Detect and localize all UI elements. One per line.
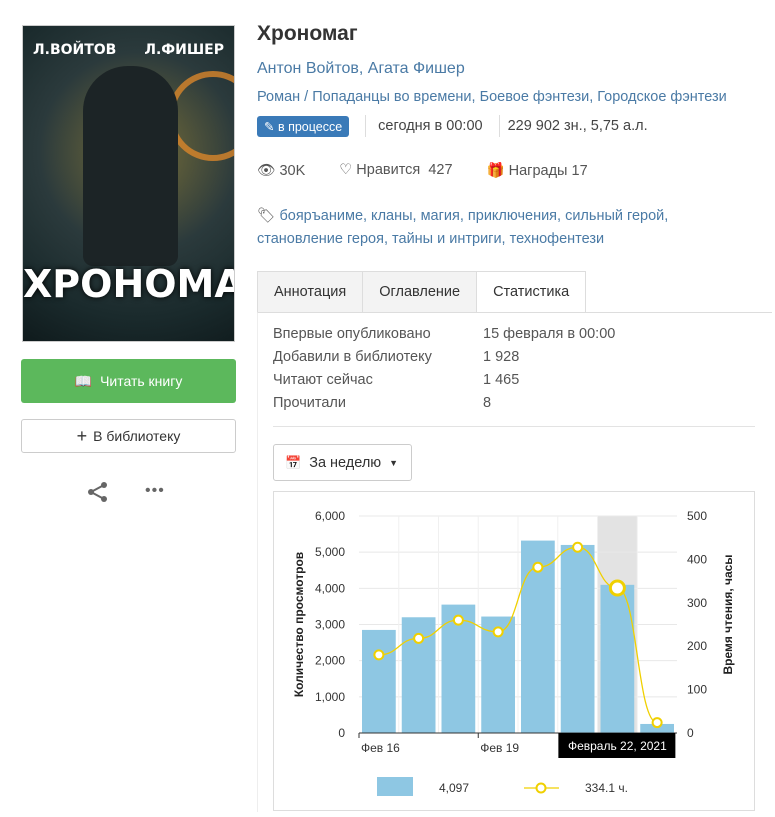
stat-label: Прочитали — [273, 395, 346, 411]
cover-title: ХРОНОМАГ — [23, 262, 234, 306]
y-tick-label: 6,000 — [315, 509, 345, 523]
stat-row: Читают сейчас 1 465 — [273, 372, 519, 388]
y-tick-label: 1,000 — [315, 690, 345, 704]
updated-time: сегодня в 00:00 — [378, 118, 483, 134]
tag-icon: 🏷 — [257, 208, 276, 224]
book-stats: 👁 30K ♡ Нравится 427 🎁 Награды 17 — [257, 162, 588, 179]
heart-icon: ♡ — [339, 162, 353, 178]
legend-bar-swatch — [377, 777, 413, 796]
views-stat: 👁 30K — [257, 162, 305, 179]
tooltip-text: Февраль 22, 2021 — [568, 739, 667, 753]
divider — [365, 115, 367, 137]
book-icon: 📖 — [74, 372, 93, 389]
bar — [441, 604, 476, 733]
y2-tick-label: 400 — [687, 552, 707, 566]
y-tick-label: 3,000 — [315, 618, 345, 632]
tooltip — [558, 733, 676, 758]
book-meta: ✎ в процессе сегодня в 00:00 229 902 зн.… — [257, 115, 648, 137]
stat-value: 8 — [483, 395, 492, 411]
line-point — [572, 541, 584, 553]
bar — [362, 629, 396, 733]
views-count: 30K — [279, 163, 306, 179]
add-to-library-button[interactable]: + В библиотеку — [21, 419, 236, 453]
divider — [498, 115, 500, 137]
share-icon[interactable] — [86, 481, 110, 509]
book-size: 229 902 зн., 5,75 а.л. — [507, 118, 648, 134]
tab-statistics[interactable]: Статистика — [476, 271, 587, 313]
line-point — [413, 632, 425, 644]
legend-line-value: 334.1 ч. — [585, 781, 628, 795]
eye-icon: 👁 — [257, 163, 276, 179]
bar — [640, 723, 674, 733]
line-point — [452, 614, 464, 626]
authors-link[interactable]: Антон Войтов, Агата Фишер — [257, 60, 465, 77]
period-label: За неделю — [309, 454, 382, 471]
line-point — [608, 579, 626, 597]
tags: 🏷 бояръаниме, кланы, магия, приключения,… — [257, 205, 737, 251]
stat-value: 1 928 — [483, 349, 520, 365]
x-tick-label: Фев 16 — [361, 741, 400, 755]
x-tick-label: Фев 19 — [480, 741, 519, 755]
cover-figure — [83, 66, 178, 266]
stats-chart: 0 1,000 2,000 3,000 4,000 5,000 6,000 0 100 200 30… — [273, 491, 755, 811]
divider — [273, 426, 755, 427]
chart-svg: 0 1,000 2,000 3,000 4,000 5,000 6,000 0 100 200 30… — [292, 509, 735, 796]
cover-author-1: Л.ВОЙТОВ — [33, 42, 117, 58]
likes-count: 427 — [428, 162, 453, 178]
read-label: Читать книгу — [100, 373, 183, 389]
line-point — [373, 649, 385, 661]
awards-stat[interactable]: 🎁 Награды 17 — [487, 162, 588, 179]
stat-label: Читают сейчас — [273, 372, 373, 388]
tab-contents[interactable]: Оглавление — [362, 271, 478, 313]
status-badge: ✎ в процессе — [257, 115, 350, 137]
y-tick-label: 0 — [338, 726, 345, 740]
cover-art — [168, 71, 234, 161]
y-tick-label: 2,000 — [315, 654, 345, 668]
y2-axis-title: Время чтения, часы — [721, 554, 735, 674]
stat-value: 15 февраля в 00:00 — [483, 326, 616, 342]
y2-tick-label: 500 — [687, 509, 707, 523]
cover-author-2: Л.ФИШЕР — [144, 42, 224, 58]
legend-bar-value: 4,097 — [439, 781, 469, 795]
stat-label: Впервые опубликовано — [273, 326, 431, 342]
statistics-panel — [257, 312, 772, 812]
awards-label: Награды — [508, 163, 568, 179]
y-axis-title: Количество просмотров — [292, 552, 306, 697]
stat-value: 1 465 — [483, 372, 520, 388]
library-label: В библиотеку — [93, 428, 181, 444]
tags-list[interactable]: бояръаниме, кланы, магия, приключения, с… — [257, 208, 669, 247]
tab-annotation[interactable]: Аннотация — [257, 271, 364, 313]
line-point — [651, 717, 663, 729]
y2-tick-label: 300 — [687, 596, 707, 610]
y2-tick-label: 100 — [687, 683, 707, 697]
book-cover[interactable]: Л.ВОЙТОВ Л.ФИШЕР ХРОНОМАГ — [22, 25, 235, 342]
line-point — [532, 561, 544, 573]
plus-icon: + — [76, 425, 88, 446]
read-book-button[interactable]: 📖 Читать книгу — [21, 359, 236, 403]
likes-label: Нравится — [356, 162, 421, 178]
gift-icon: 🎁 — [486, 163, 505, 179]
y-tick-label: 4,000 — [315, 581, 345, 595]
legend-line-marker — [535, 782, 547, 794]
y2-tick-label: 0 — [687, 726, 694, 740]
calendar-icon: 📅 — [285, 454, 302, 470]
y2-tick-label: 200 — [687, 639, 707, 653]
stat-row: Прочитали 8 — [273, 395, 491, 411]
line-point — [492, 626, 504, 638]
stat-row: Впервые опубликовано 15 февраля в 00:00 — [273, 326, 615, 342]
stat-row: Добавили в библиотеку 1 928 — [273, 349, 519, 365]
y-tick-label: 5,000 — [315, 545, 345, 559]
tabs: Аннотация Оглавление Статистика — [257, 271, 587, 313]
likes-stat[interactable]: ♡ Нравится 427 — [339, 162, 452, 179]
caret-down-icon: ▼ — [389, 457, 399, 468]
genres-link[interactable]: Роман / Попаданцы во времени, Боевое фэн… — [257, 89, 727, 105]
more-options-icon[interactable]: ••• — [145, 482, 165, 499]
awards-count: 17 — [571, 163, 588, 179]
stat-label: Добавили в библиотеку — [273, 349, 432, 365]
book-title: Хрономаг — [257, 22, 358, 45]
bar — [560, 544, 595, 733]
bar — [600, 584, 635, 733]
status-label: в процессе — [277, 119, 343, 134]
period-dropdown[interactable]: 📅 За неделю ▼ — [273, 444, 412, 481]
